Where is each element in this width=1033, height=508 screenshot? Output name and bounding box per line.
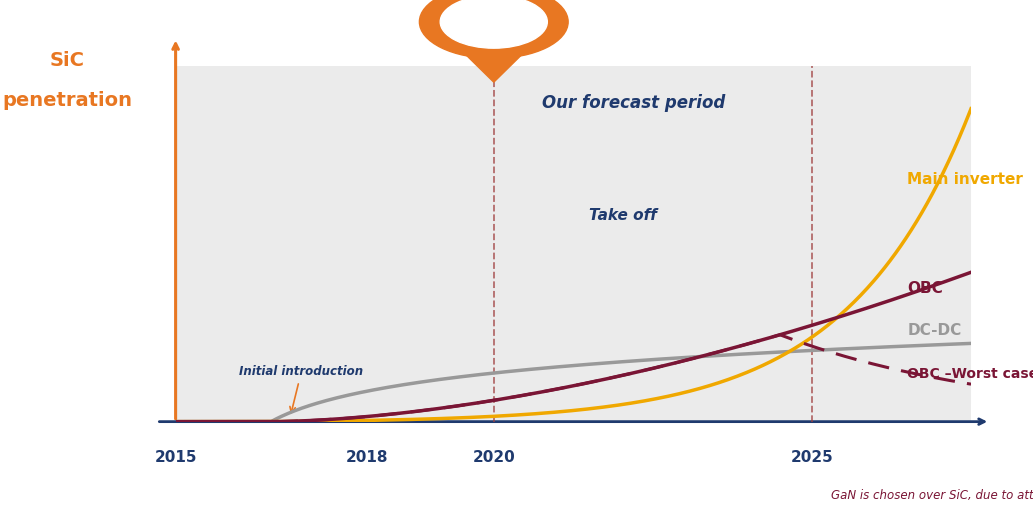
- Text: Our forecast period: Our forecast period: [542, 94, 725, 112]
- Text: Main inverter: Main inverter: [907, 172, 1024, 187]
- Text: 2020: 2020: [472, 450, 515, 465]
- Text: GaN is chosen over SiC, due to attractive: GaN is chosen over SiC, due to attractiv…: [831, 489, 1033, 502]
- Text: Initial introduction: Initial introduction: [240, 365, 364, 412]
- Text: ARE HERE: ARE HERE: [472, 26, 515, 36]
- Text: 2025: 2025: [790, 450, 834, 465]
- Text: 2015: 2015: [154, 450, 197, 465]
- Text: SiC: SiC: [50, 51, 85, 70]
- Text: 2018: 2018: [345, 450, 387, 465]
- Text: OBC: OBC: [907, 281, 943, 296]
- FancyBboxPatch shape: [176, 66, 971, 422]
- Text: OBC –Worst case: OBC –Worst case: [907, 367, 1033, 380]
- Text: WE: WE: [480, 7, 507, 22]
- Text: DC-DC: DC-DC: [907, 324, 962, 338]
- Text: Take off: Take off: [589, 208, 657, 224]
- Text: penetration: penetration: [2, 91, 132, 110]
